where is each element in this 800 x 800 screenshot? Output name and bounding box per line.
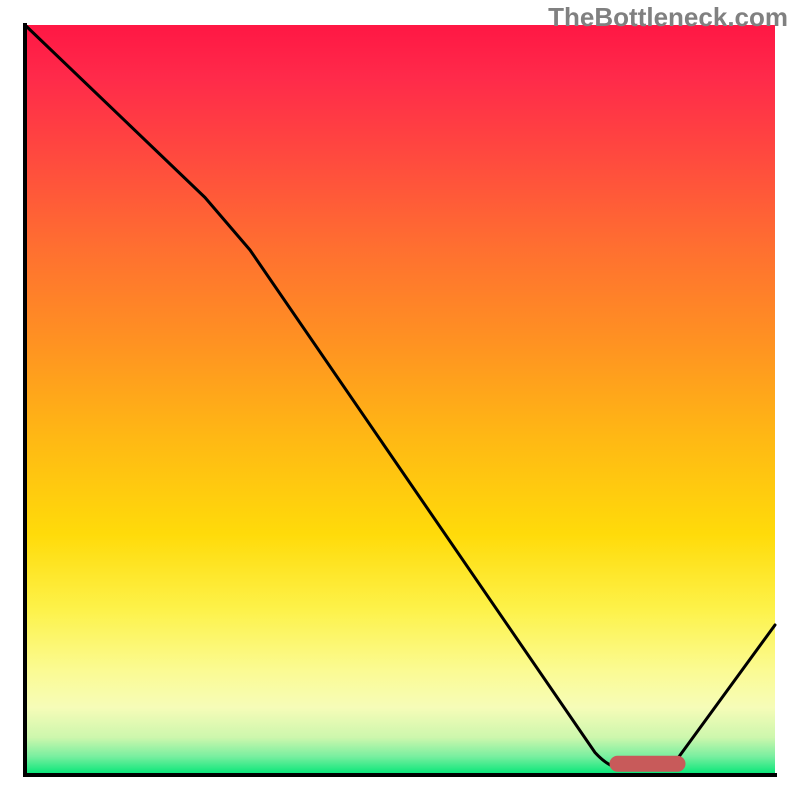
- optimal-marker: [610, 756, 685, 771]
- chart-container: TheBottleneck.com: [0, 0, 800, 800]
- bottleneck-chart: [0, 0, 800, 800]
- watermark-text: TheBottleneck.com: [548, 2, 788, 33]
- gradient-background: [25, 25, 775, 775]
